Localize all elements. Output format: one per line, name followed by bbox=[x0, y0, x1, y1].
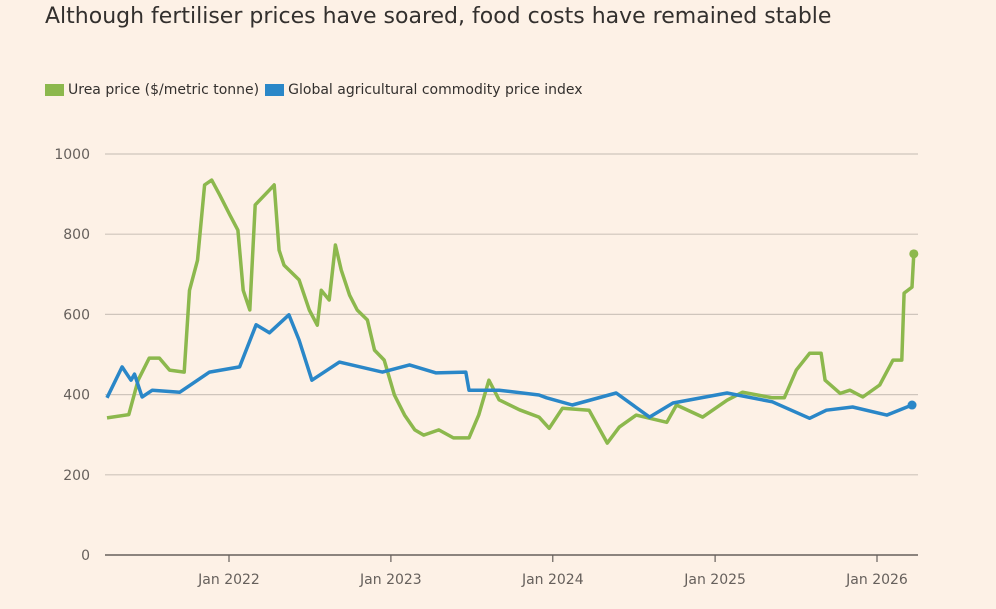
x-tick-label: Jan 2023 bbox=[359, 572, 422, 588]
chart-title: Although fertiliser prices have soared, … bbox=[45, 4, 832, 29]
legend-label-urea: Urea price ($/metric tonne) bbox=[68, 82, 260, 98]
x-tick-label: Jan 2026 bbox=[845, 572, 908, 588]
commodity-index-line bbox=[105, 313, 913, 421]
x-tick-label: Jan 2024 bbox=[521, 572, 584, 588]
y-tick-label: 0 bbox=[81, 548, 90, 564]
y-tick-label: 600 bbox=[63, 307, 90, 323]
urea-price-line bbox=[106, 178, 916, 445]
legend-item-urea: Urea price ($/metric tonne) bbox=[45, 82, 259, 98]
commodity-index-end-marker bbox=[907, 400, 917, 410]
legend-swatch-commodity-index bbox=[265, 84, 285, 96]
urea-end-marker bbox=[909, 249, 919, 259]
legend-label-commodity-index: Global agricultural commodity price inde… bbox=[288, 82, 583, 98]
y-tick-label: 800 bbox=[63, 227, 90, 243]
x-tick-label: Jan 2025 bbox=[683, 572, 746, 588]
y-tick-label: 400 bbox=[63, 388, 90, 404]
x-tick-label: Jan 2022 bbox=[197, 572, 260, 588]
y-tick-label: 200 bbox=[63, 468, 90, 484]
legend: Urea price ($/metric tonne) Global agric… bbox=[45, 82, 589, 98]
y-tick-label: 1000 bbox=[54, 147, 90, 163]
legend-swatch-urea bbox=[45, 84, 64, 96]
legend-item-commodity-index: Global agricultural commodity price inde… bbox=[265, 82, 583, 98]
